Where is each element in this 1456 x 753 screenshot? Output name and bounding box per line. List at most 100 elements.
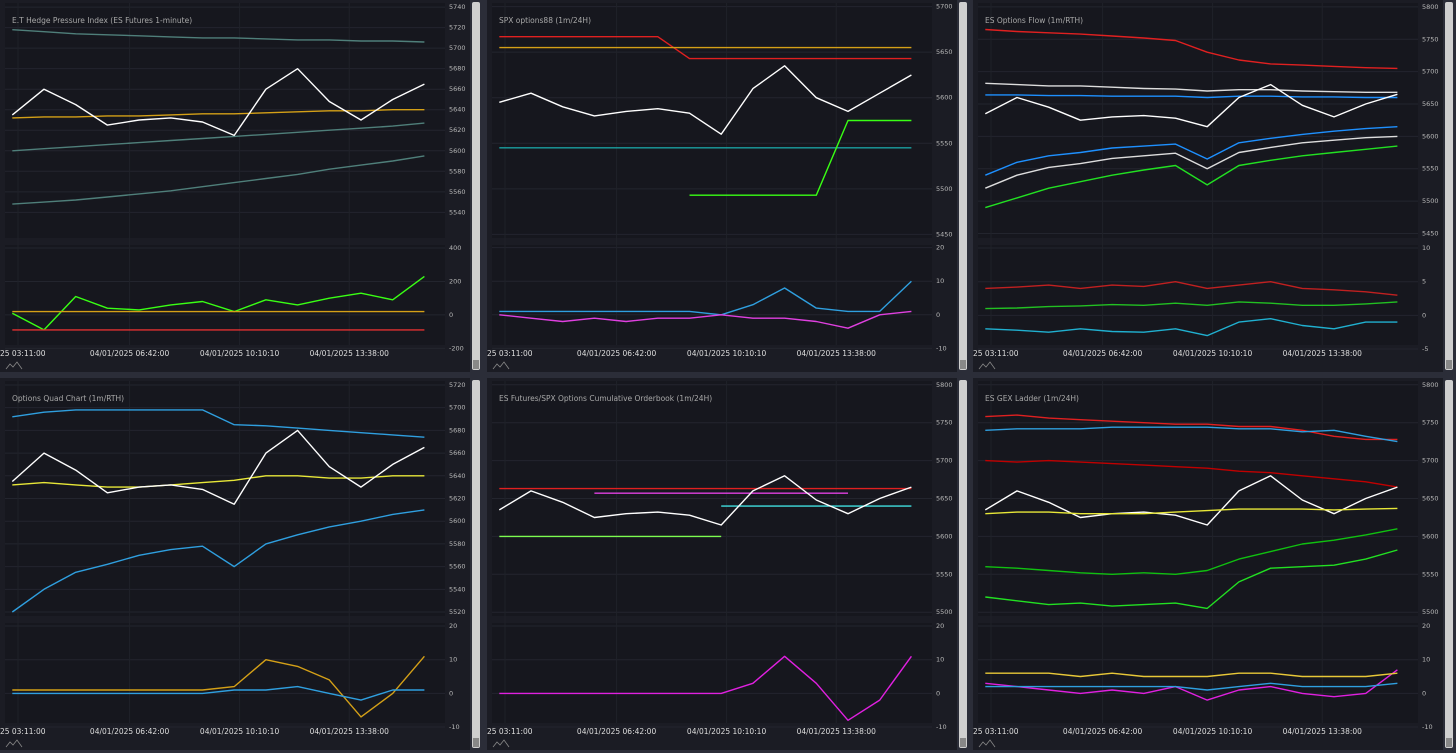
y-tick-label: 5580 [449, 167, 466, 175]
series-line [12, 409, 425, 438]
scrollbar-thumb [1446, 738, 1452, 747]
logo [5, 361, 23, 370]
panel: 5800 5750 5700 5650 5600 5550 5500 20 10 0 -10 2025… [477, 378, 967, 750]
y2-tick-label: 20 [936, 622, 944, 630]
logo [978, 361, 996, 370]
y-tick-label: 5600 [936, 94, 953, 102]
series-line [499, 655, 912, 721]
x-tick-label: 04/01/2025 10:10:10 [687, 349, 767, 358]
logo [978, 739, 996, 748]
scrollbar-thumb [960, 738, 966, 747]
x-tick-label: 04/01/2025 13:38:00 [797, 349, 877, 358]
chart-title: SPX options88 (1m/24H) [499, 16, 591, 25]
panel: 5800 5750 5700 5650 5600 5550 5500 20 10 0 -10 2025… [973, 378, 1453, 750]
series-line [985, 145, 1398, 209]
y-tick-label: 5660 [449, 449, 466, 457]
x-tick-label: 2025 03:11:00 [477, 349, 532, 358]
y-tick-label: 5500 [936, 185, 953, 193]
series-line [12, 475, 425, 488]
x-tick-label: 04/01/2025 06:42:00 [90, 349, 170, 358]
pane-lower [978, 245, 1418, 345]
scrollbar [959, 380, 967, 748]
y-tick-label: 5750 [1422, 35, 1439, 43]
y-tick-label: 5720 [449, 24, 466, 32]
y-tick-label: 5620 [449, 495, 466, 503]
x-tick-label: 2025 03:11:00 [0, 349, 46, 358]
series-line [12, 109, 425, 119]
y-tick-label: 5500 [936, 608, 953, 616]
series-line [499, 65, 912, 135]
series-line [499, 36, 912, 60]
x-tick-label: 04/01/2025 06:42:00 [1063, 349, 1143, 358]
y2-tick-label: 0 [1422, 311, 1426, 319]
y2-tick-label: 10 [1422, 656, 1430, 664]
y-tick-label: 5700 [449, 404, 466, 412]
x-tick-label: 04/01/2025 10:10:10 [200, 727, 280, 736]
y2-tick-label: -10 [1422, 723, 1433, 731]
x-tick-label: 2025 03:11:00 [477, 727, 532, 736]
panel: 5740 5720 5700 5680 5660 5640 5620 5600 5580 5560… [0, 0, 480, 372]
y-tick-label: 5750 [936, 419, 953, 427]
y2-tick-label: 10 [449, 656, 457, 664]
y2-tick-label: -5 [1422, 345, 1428, 353]
series-line [985, 507, 1398, 515]
y-tick-label: 5700 [449, 44, 466, 52]
chart-title: ES GEX Ladder (1m/24H) [985, 394, 1079, 403]
series-line [11, 68, 425, 137]
y-tick-label: 5620 [449, 126, 466, 134]
series-line [985, 281, 1398, 296]
y2-tick-label: 0 [449, 689, 453, 697]
y-tick-label: 5740 [449, 3, 466, 11]
y-tick-label: 5680 [449, 426, 466, 434]
y-tick-label: 5540 [449, 208, 466, 216]
y-tick-label: 5540 [449, 585, 466, 593]
logo [492, 361, 510, 370]
scrollbar [959, 2, 967, 370]
y-tick-label: 5550 [1422, 165, 1439, 173]
chart-title: ES Options Flow (1m/RTH) [985, 16, 1083, 25]
y2-tick-label: 0 [936, 689, 940, 697]
logo [492, 739, 510, 748]
y2-tick-label: 10 [1422, 244, 1430, 252]
y-tick-label: 5550 [936, 570, 953, 578]
y2-tick-label: -200 [449, 344, 464, 352]
series-line [985, 301, 1398, 310]
scrollbar-thumb [473, 738, 479, 747]
y-tick-label: 5640 [449, 472, 466, 480]
x-tick-label: 2025 03:11:00 [963, 349, 1018, 358]
series-line [985, 549, 1398, 610]
chart-title: E.T Hedge Pressure Index (ES Futures 1-m… [12, 16, 192, 25]
scrollbar-thumb [1446, 360, 1452, 369]
y-tick-label: 5800 [936, 381, 953, 389]
series-line [12, 685, 425, 701]
chart-title: ES Futures/SPX Options Cumulative Orderb… [499, 394, 712, 403]
series-line [12, 155, 425, 205]
panel: 5720 5700 5680 5660 5640 5620 5600 5580 5560 5540… [0, 378, 480, 750]
x-tick-label: 04/01/2025 06:42:00 [1063, 727, 1143, 736]
y-tick-label: 5500 [1422, 608, 1439, 616]
series-line [11, 429, 425, 505]
y-tick-label: 5750 [1422, 419, 1439, 427]
y-tick-label: 5600 [936, 532, 953, 540]
y-tick-label: 5500 [1422, 197, 1439, 205]
series-line [985, 126, 1398, 176]
x-tick-label: 04/01/2025 13:38:00 [1283, 727, 1363, 736]
x-tick-label: 04/01/2025 06:42:00 [577, 727, 657, 736]
x-tick-label: 04/01/2025 13:38:00 [310, 727, 390, 736]
x-tick-label: 04/01/2025 06:42:00 [90, 727, 170, 736]
series-line [984, 83, 1398, 128]
y-tick-label: 5700 [936, 3, 953, 11]
y-tick-label: 5680 [449, 65, 466, 73]
y-tick-label: 5700 [1422, 68, 1439, 76]
y-tick-label: 5650 [1422, 100, 1439, 108]
y-tick-label: 5560 [449, 563, 466, 571]
series-line [985, 28, 1398, 70]
y-tick-label: 5650 [936, 495, 953, 503]
y-tick-label: 5640 [449, 106, 466, 114]
y2-tick-label: -10 [936, 723, 947, 731]
x-tick-label: 04/01/2025 13:38:00 [310, 349, 390, 358]
pane-lower [492, 623, 932, 723]
series-line [985, 528, 1398, 575]
y-tick-label: 5660 [449, 85, 466, 93]
scrollbar [1445, 380, 1453, 748]
